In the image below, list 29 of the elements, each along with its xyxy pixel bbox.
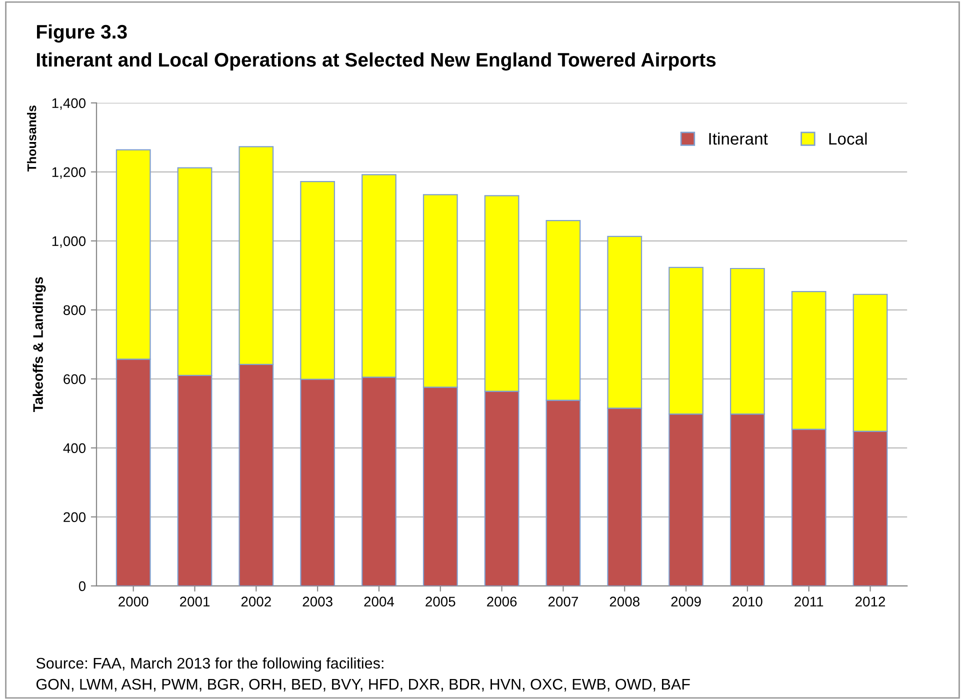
x-tick-label: 2012 bbox=[856, 596, 886, 607]
x-tick-label: 2011 bbox=[794, 596, 824, 607]
x-tick-label: 2007 bbox=[548, 596, 578, 607]
x-tick-label: 2002 bbox=[241, 596, 271, 607]
text: Thousands bbox=[27, 106, 36, 172]
legend-label: Itinerant bbox=[709, 132, 768, 145]
y-tick-label: 200 bbox=[64, 512, 86, 522]
x-tick-label: 2010 bbox=[732, 596, 762, 607]
chart-subtitle: Itinerant and Local Operations at Selected New England Towered Airports bbox=[37, 52, 716, 71]
y-tick-label: 800 bbox=[64, 305, 86, 316]
y-axis-title: Takeoffs & Landings bbox=[32, 277, 46, 412]
chart-title: Figure 3.3 bbox=[37, 24, 127, 43]
x-tick-label: 2006 bbox=[487, 596, 517, 607]
text: GON, LWM, ASH, PWM, BGR, ORH, BED, BVY, HFD, DXR, BDR, HVN, OXC, EWB, OWD, BAF bbox=[36, 678, 690, 692]
x-tick-label: 2005 bbox=[426, 596, 456, 607]
y-tick-label: 1,000 bbox=[52, 236, 86, 248]
x-tick-label: 2003 bbox=[302, 596, 332, 607]
x-tick-label: 2009 bbox=[671, 596, 701, 607]
y-tick-label: 400 bbox=[63, 443, 86, 454]
x-tick-label: 2008 bbox=[610, 596, 640, 607]
legend-label: Local bbox=[829, 132, 867, 145]
y-tick-label: 1,400 bbox=[52, 98, 86, 110]
source-note: Source: FAA, March 2013 for the following facilities: bbox=[36, 657, 384, 672]
x-tick-label: 2001 bbox=[180, 596, 210, 607]
y-tick-label: 1,200 bbox=[52, 167, 86, 179]
y-tick-label: 600 bbox=[64, 374, 86, 384]
x-tick-label: 2000 bbox=[118, 596, 148, 607]
y-tick-label: 0 bbox=[78, 581, 86, 592]
x-tick-label: 2004 bbox=[364, 596, 394, 607]
